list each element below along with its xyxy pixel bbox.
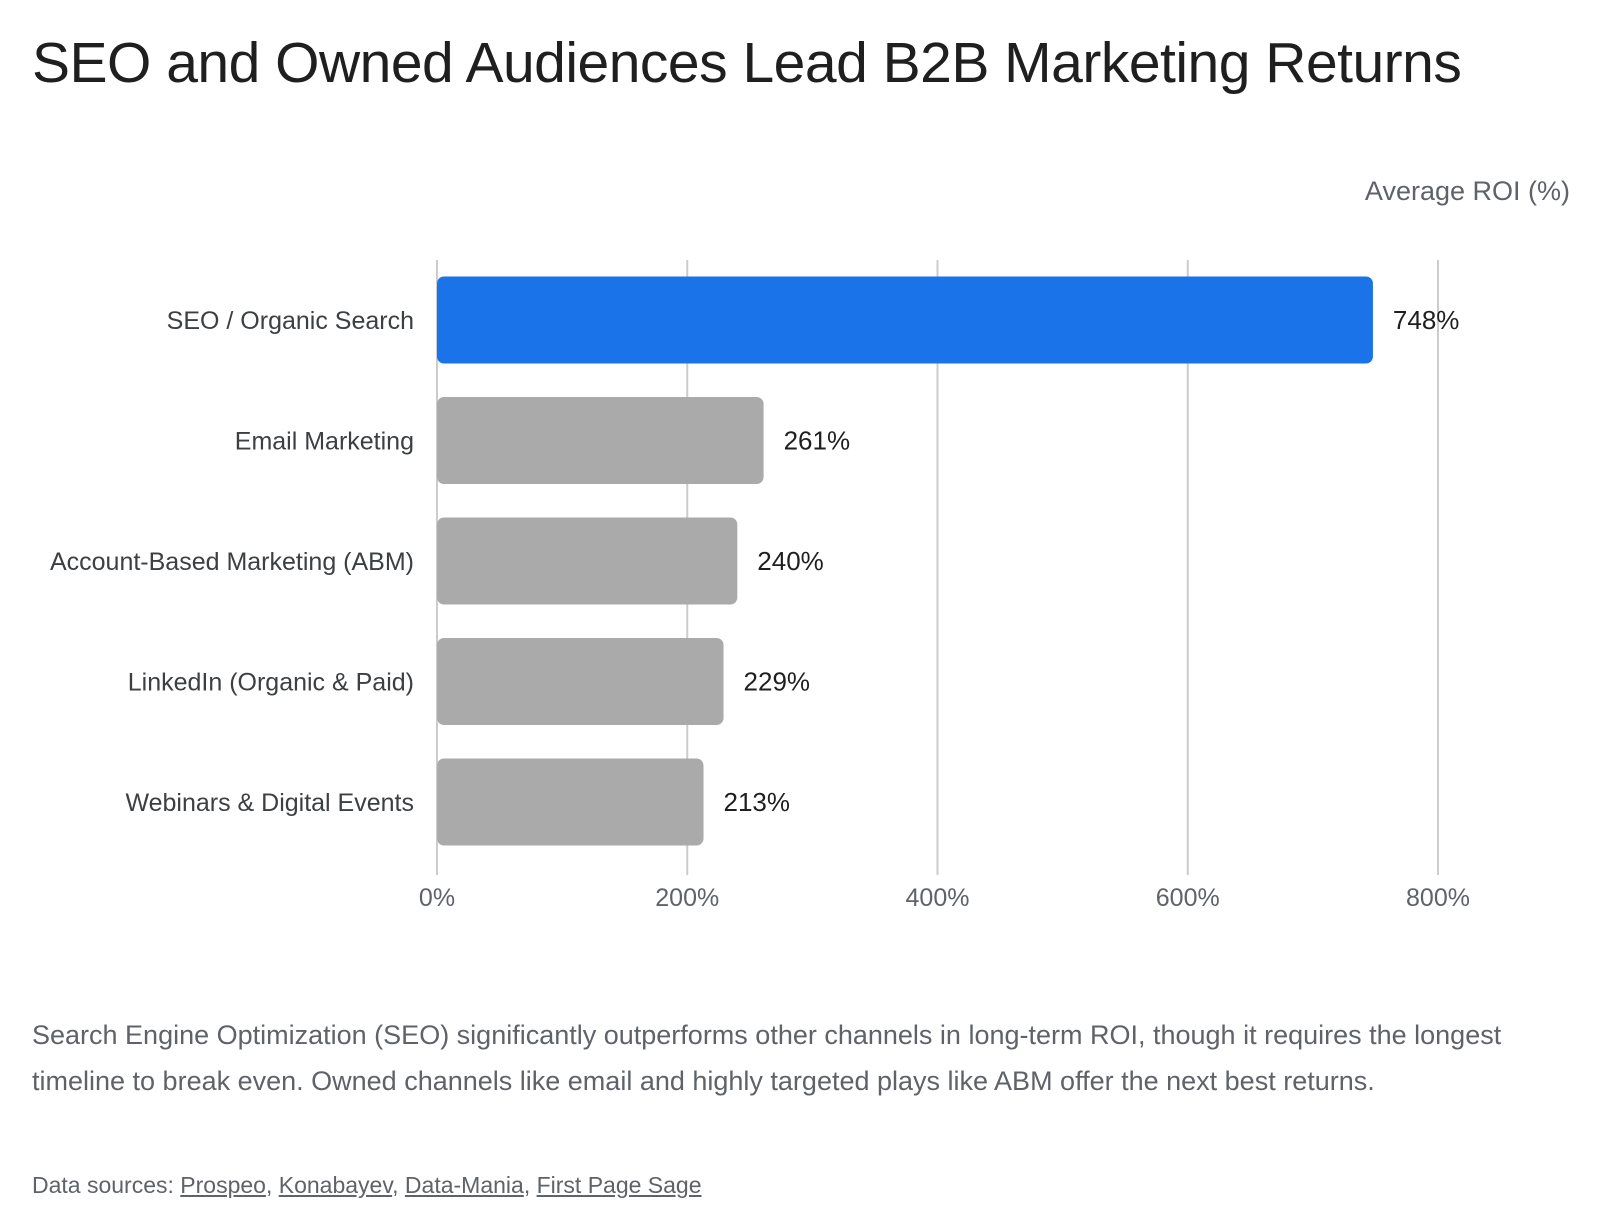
bar-chart: 0% 200% 400% 600% 800% SEO / Organic Search 74… <box>50 260 1470 912</box>
labels: 0% 200% 400% 600% 800% SEO / Organic Search 74… <box>50 305 1470 912</box>
x-tick-label: 600% <box>1156 884 1220 912</box>
bar <box>437 517 738 605</box>
sources-separator: , <box>392 1172 405 1198</box>
bars <box>437 276 1373 846</box>
sources-prefix: Data sources: <box>32 1172 181 1198</box>
data-label: 229% <box>744 667 811 697</box>
x-tick-label: 200% <box>655 884 719 912</box>
source-link-prospeo[interactable]: Prospeo <box>180 1172 266 1198</box>
x-tick-label: 800% <box>1406 884 1470 912</box>
data-label: 240% <box>757 546 824 576</box>
category-label: Email Marketing <box>235 428 414 456</box>
data-label: 748% <box>1393 305 1460 335</box>
x-tick-label: 0% <box>419 884 455 912</box>
data-sources: Data sources: Prospeo, Konabayev, Data-M… <box>32 1172 702 1199</box>
data-label: 213% <box>724 787 791 817</box>
sources-separator: , <box>265 1172 279 1198</box>
bar <box>437 276 1373 364</box>
data-label: 261% <box>784 426 851 456</box>
category-label: Account-Based Marketing (ABM) <box>50 548 414 576</box>
category-label: LinkedIn (Organic & Paid) <box>128 669 414 697</box>
bar <box>437 638 724 725</box>
chart-title: SEO and Owned Audiences Lead B2B Marketi… <box>32 31 1462 95</box>
source-link-first-page-sage[interactable]: First Page Sage <box>536 1172 702 1198</box>
chart-caption: Search Engine Optimization (SEO) signifi… <box>32 1020 1502 1096</box>
source-link-konabayev[interactable]: Konabayev <box>278 1172 393 1198</box>
x-tick-label: 400% <box>906 884 970 912</box>
category-label: Webinars & Digital Events <box>125 789 414 817</box>
sources-separator: , <box>523 1172 537 1198</box>
category-label: SEO / Organic Search <box>167 307 414 335</box>
source-link-data-mania[interactable]: Data-Mania <box>404 1172 524 1198</box>
bar <box>437 758 704 846</box>
bar <box>437 397 764 484</box>
x-axis-title: Average ROI (%) <box>1364 176 1570 206</box>
